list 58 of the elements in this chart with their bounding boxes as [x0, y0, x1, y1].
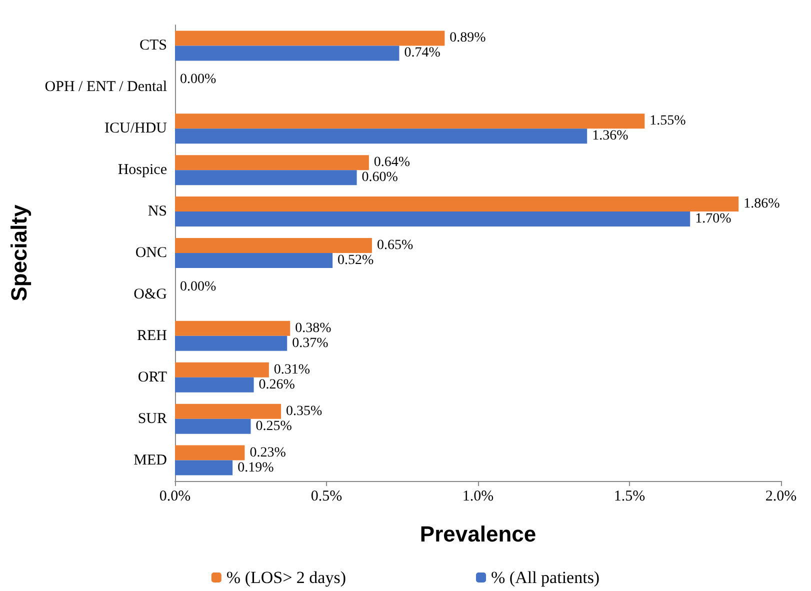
- y-tick-label: ORT: [138, 369, 167, 386]
- bar: [175, 196, 739, 212]
- x-tick-label: 1.5%: [614, 488, 646, 504]
- x-tick-label: 0.5%: [310, 488, 342, 504]
- y-tick-label: O&G: [134, 286, 168, 302]
- data-label: 0.64%: [374, 155, 410, 170]
- legend-label: % (All patients): [491, 568, 600, 587]
- data-label: 0.31%: [274, 362, 310, 378]
- y-tick-label: ICU/HDU: [104, 120, 168, 137]
- bar: [175, 377, 254, 392]
- x-tick-label: 1.0%: [462, 488, 494, 504]
- x-axis-title: Prevalence: [420, 522, 536, 546]
- bar: [175, 212, 690, 227]
- bar: [175, 445, 245, 460]
- y-tick-label: REH: [137, 328, 168, 344]
- data-label: 0.35%: [286, 404, 323, 419]
- data-label: 0.19%: [238, 460, 274, 476]
- data-label: 0.74%: [404, 46, 441, 61]
- data-label: 0.89%: [450, 30, 486, 46]
- bar: [175, 114, 645, 129]
- data-label: 0.65%: [376, 238, 414, 253]
- data-label: 0.37%: [292, 336, 329, 351]
- data-label: 0.25%: [256, 418, 292, 434]
- bar: [175, 362, 269, 378]
- data-label: 0.26%: [258, 377, 296, 392]
- bar: [175, 170, 357, 186]
- bar: [175, 155, 369, 170]
- x-tick-label: 2.0%: [765, 488, 797, 504]
- legend-label: % (LOS> 2 days): [226, 568, 346, 587]
- bar: [175, 253, 333, 268]
- bar: [175, 30, 445, 46]
- bar: [175, 238, 372, 253]
- data-label: 0.52%: [338, 253, 374, 268]
- data-label: 1.55%: [650, 114, 686, 129]
- bar: [175, 46, 400, 61]
- data-label: 0.60%: [362, 170, 398, 186]
- data-label: 0.00%: [180, 279, 216, 294]
- data-label: 0.00%: [180, 72, 216, 88]
- y-tick-label: OPH / ENT / Dental: [44, 79, 167, 96]
- y-tick-label: CTS: [139, 38, 167, 54]
- bar: [175, 404, 282, 419]
- data-label: 1.36%: [592, 128, 629, 144]
- bar: [175, 320, 290, 336]
- y-tick-label: ONC: [135, 245, 167, 261]
- y-tick-label: SUR: [138, 410, 167, 427]
- y-tick-label: NS: [148, 204, 167, 220]
- x-tick-label: 0.0%: [159, 488, 191, 504]
- data-label: 0.23%: [250, 445, 286, 460]
- y-tick-label: Hospice: [118, 162, 168, 178]
- data-label: 1.86%: [744, 196, 780, 212]
- data-label: 1.70%: [695, 212, 732, 227]
- bar: [175, 460, 233, 476]
- y-axis-title: Specialty: [6, 204, 32, 302]
- bar: [175, 336, 288, 351]
- bar: [175, 128, 588, 144]
- data-label: 0.38%: [295, 320, 332, 336]
- bar: [175, 418, 251, 434]
- y-tick-label: MED: [134, 452, 168, 468]
